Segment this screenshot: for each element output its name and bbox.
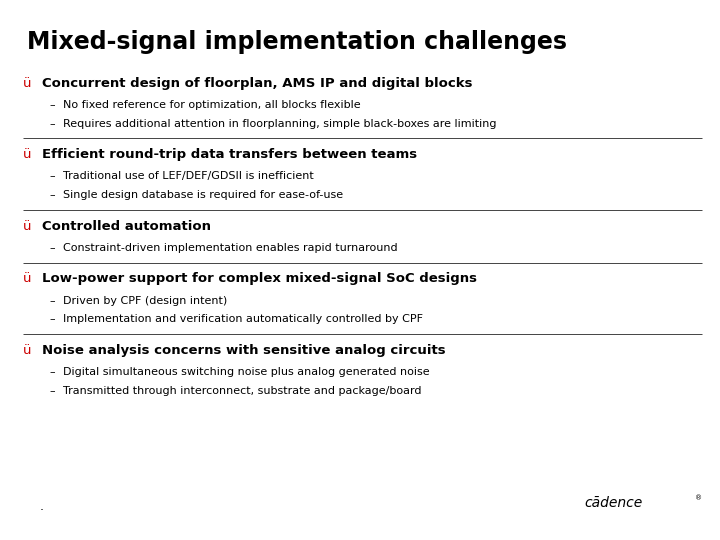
Text: Noise analysis concerns with sensitive analog circuits: Noise analysis concerns with sensitive a… bbox=[42, 344, 446, 357]
Text: –: – bbox=[49, 100, 55, 110]
Text: –: – bbox=[49, 243, 55, 253]
Text: –: – bbox=[49, 296, 55, 306]
Text: Requires additional attention in floorplanning, simple black-boxes are limiting: Requires additional attention in floorpl… bbox=[63, 119, 497, 129]
Text: –: – bbox=[49, 386, 55, 396]
Text: –: – bbox=[49, 314, 55, 325]
Text: Controlled automation: Controlled automation bbox=[42, 220, 211, 233]
Text: –: – bbox=[49, 190, 55, 200]
Text: Concurrent design of floorplan, AMS IP and digital blocks: Concurrent design of floorplan, AMS IP a… bbox=[42, 77, 472, 90]
Text: No fixed reference for optimization, all blocks flexible: No fixed reference for optimization, all… bbox=[63, 100, 361, 110]
Text: ·: · bbox=[40, 504, 44, 517]
Text: ü: ü bbox=[23, 344, 32, 357]
Text: ü: ü bbox=[23, 148, 32, 161]
Text: cādence: cādence bbox=[585, 496, 643, 510]
Text: Low-power support for complex mixed-signal SoC designs: Low-power support for complex mixed-sign… bbox=[42, 272, 477, 285]
Text: ü: ü bbox=[23, 77, 32, 90]
Text: Digital simultaneous switching noise plus analog generated noise: Digital simultaneous switching noise plu… bbox=[63, 367, 430, 377]
Text: Mixed-signal implementation challenges: Mixed-signal implementation challenges bbox=[27, 30, 567, 53]
Text: Implementation and verification automatically controlled by CPF: Implementation and verification automati… bbox=[63, 314, 423, 325]
Text: Efficient round-trip data transfers between teams: Efficient round-trip data transfers betw… bbox=[42, 148, 417, 161]
Text: –: – bbox=[49, 119, 55, 129]
Text: Driven by CPF (design intent): Driven by CPF (design intent) bbox=[63, 296, 228, 306]
Text: Single design database is required for ease-of-use: Single design database is required for e… bbox=[63, 190, 343, 200]
Text: Traditional use of LEF/DEF/GDSII is inefficient: Traditional use of LEF/DEF/GDSII is inef… bbox=[63, 172, 314, 181]
Text: –: – bbox=[49, 172, 55, 181]
Text: Constraint-driven implementation enables rapid turnaround: Constraint-driven implementation enables… bbox=[63, 243, 398, 253]
Text: Transmitted through interconnect, substrate and package/board: Transmitted through interconnect, substr… bbox=[63, 386, 422, 396]
Text: ü: ü bbox=[23, 220, 32, 233]
Text: ü: ü bbox=[23, 272, 32, 285]
Text: –: – bbox=[49, 367, 55, 377]
Text: ®: ® bbox=[695, 495, 702, 501]
